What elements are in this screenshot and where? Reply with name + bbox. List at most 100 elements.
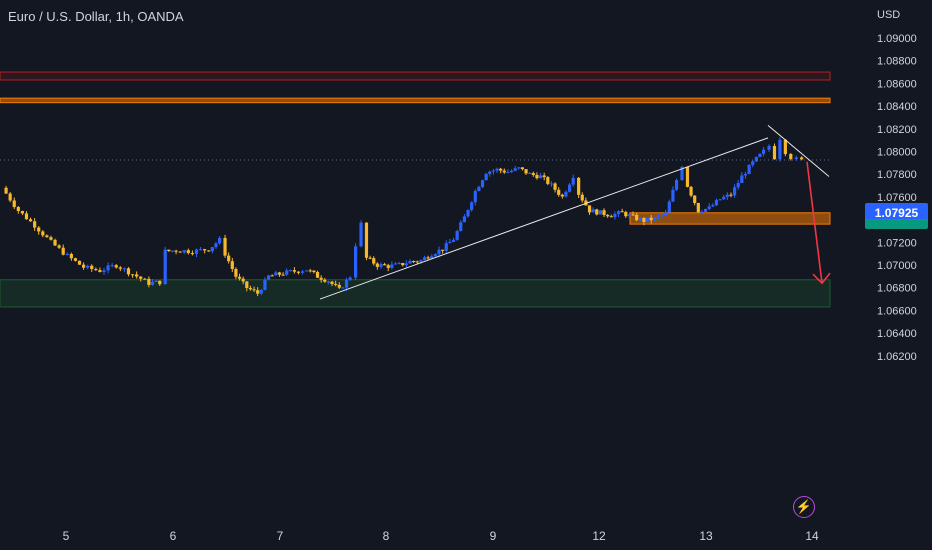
candle-body (397, 263, 401, 265)
candle-body (383, 264, 387, 266)
price-tick-label: 1.07800 (877, 169, 917, 181)
price-tick-label: 1.08600 (877, 78, 917, 90)
candle-body (334, 283, 338, 285)
candle-body (326, 281, 330, 283)
candle-body (41, 231, 45, 236)
candle-body (130, 274, 135, 276)
candle-body (800, 157, 804, 160)
candle-body (106, 265, 110, 271)
candle-body (323, 279, 327, 282)
candle-body (285, 270, 289, 275)
candle-body (473, 191, 477, 203)
candle-body (412, 261, 416, 263)
candle-body (45, 235, 49, 238)
candle-body (308, 270, 312, 272)
candle-body (437, 249, 441, 255)
candle-body (270, 275, 274, 277)
candle-body (393, 263, 398, 265)
candle-body (642, 218, 646, 223)
candle-body (524, 169, 528, 174)
candle-body (595, 209, 599, 215)
candle-body (794, 157, 798, 160)
candle-body (415, 261, 419, 263)
candle-body (480, 180, 485, 187)
candle-body (223, 237, 227, 256)
candle-body (364, 222, 369, 258)
candle-body (484, 173, 488, 181)
projection-arrow-head (812, 272, 831, 285)
candle-body (16, 206, 20, 211)
candle-body (12, 200, 16, 207)
candle-body (150, 281, 155, 285)
candle-body (567, 184, 572, 192)
candle-body (319, 277, 323, 280)
candle-body (732, 187, 737, 196)
candle-body (210, 247, 214, 252)
lightning-bolt-icon[interactable]: ⚡ (793, 496, 815, 518)
candle-body (194, 249, 199, 254)
candle-body (747, 164, 751, 174)
last-price-tag-bar (865, 219, 928, 229)
time-axis[interactable]: 5 6 7 8 9 12 13 14 (63, 529, 819, 543)
candle-body (218, 237, 222, 244)
candle-body (288, 270, 292, 272)
candle-body (252, 289, 256, 291)
candle-body (296, 271, 301, 273)
candle-body (638, 218, 642, 221)
price-axis[interactable]: USD 1.06200 1.06400 1.06600 1.06800 1.07000 1.… (877, 9, 917, 363)
candle-body (73, 258, 78, 261)
candle-body (528, 173, 532, 175)
candle-body (305, 270, 309, 272)
candle-body (154, 280, 158, 282)
candle-body (259, 289, 263, 294)
candle-body (542, 175, 546, 178)
candle-body (580, 194, 584, 201)
candle-body (649, 217, 653, 221)
candle-body (664, 212, 668, 216)
candle-body (645, 217, 650, 223)
candle-body (426, 257, 430, 259)
candle-body (422, 257, 427, 261)
zones-layer (0, 71, 831, 308)
candle-body (337, 284, 341, 288)
candle-body (736, 183, 740, 188)
candle-body (300, 271, 305, 273)
projection-arrow-shaft (806, 161, 823, 284)
candle-body (139, 276, 143, 279)
price-tick-label: 1.07000 (877, 260, 917, 272)
candle-body (147, 278, 151, 285)
candle-body (680, 166, 684, 181)
candle-body (368, 257, 372, 259)
candle-body (126, 268, 131, 275)
candle-body (571, 177, 575, 185)
candle-body (711, 205, 715, 207)
candle-body (135, 274, 139, 277)
candle-body (693, 195, 697, 204)
candle-body (24, 213, 29, 220)
candle-body (722, 196, 726, 200)
candle-body (667, 201, 671, 213)
candle-body (743, 173, 748, 176)
candle-body (401, 263, 405, 266)
candle-body (602, 210, 606, 215)
candle-body (689, 186, 693, 196)
price-tick-label: 1.09000 (877, 33, 917, 45)
candle-body (598, 210, 602, 215)
candle-body (102, 270, 106, 273)
candle-body (122, 268, 126, 270)
candle-body (549, 183, 554, 185)
candle-body (616, 211, 621, 214)
candle-body (354, 246, 358, 278)
candle-body (696, 203, 700, 213)
candle-body (466, 209, 470, 217)
candle-body (783, 139, 787, 155)
zone-resistance-1 (0, 97, 831, 104)
time-tick-label: 14 (805, 529, 819, 543)
price-tick-label: 1.08200 (877, 124, 917, 136)
time-tick-label: 9 (490, 529, 497, 543)
candle-body (4, 187, 8, 194)
candle-body (433, 254, 437, 257)
candle-body (163, 249, 167, 285)
candle-body (404, 263, 408, 266)
